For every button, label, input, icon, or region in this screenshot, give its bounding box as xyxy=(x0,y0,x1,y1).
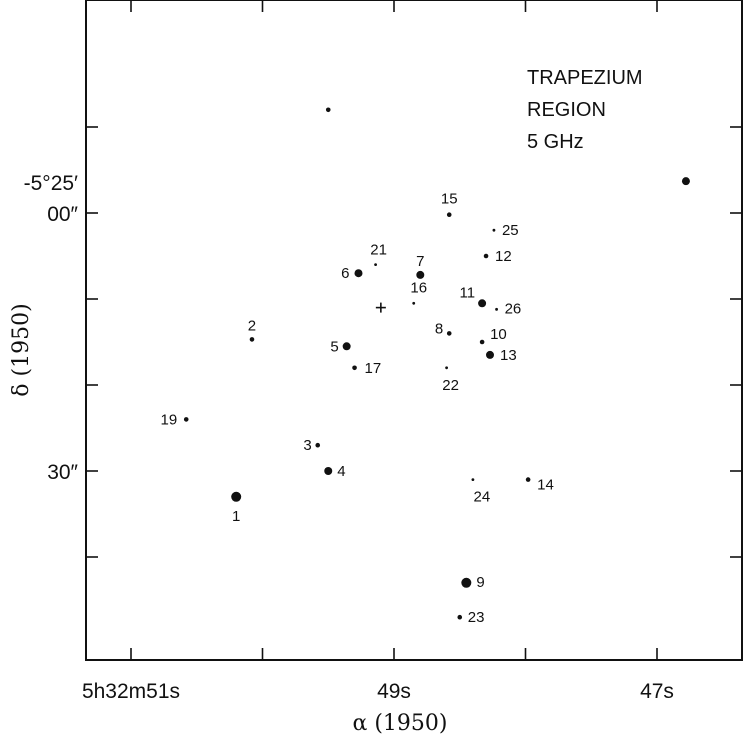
source-23-label: 23 xyxy=(468,609,485,626)
annotation-line-2: REGION xyxy=(527,99,606,121)
source-3-dot xyxy=(315,442,321,448)
source-17-dot xyxy=(352,365,357,371)
source-5-dot xyxy=(342,342,351,351)
source-13-dot xyxy=(485,350,494,359)
source-dot-unlabeled xyxy=(681,177,690,186)
annotation-line-3: 5 GHz xyxy=(527,131,584,153)
source-25-label: 25 xyxy=(502,222,519,239)
source-10-label: 10 xyxy=(490,326,507,343)
source-19-label: 19 xyxy=(161,411,178,428)
axis-ticks xyxy=(86,0,742,660)
source-26-label: 26 xyxy=(505,300,522,317)
source-3-label: 3 xyxy=(303,437,311,454)
source-1-label: 1 xyxy=(232,508,240,525)
source-22-label: 22 xyxy=(442,377,459,394)
source-dot-unlabeled xyxy=(325,107,331,113)
source-1-dot xyxy=(231,491,242,502)
source-24-label: 24 xyxy=(474,489,491,506)
source-12-dot xyxy=(483,253,489,259)
source-14-label: 14 xyxy=(537,477,554,494)
plot-frame xyxy=(85,0,743,661)
y-tick-label: 30″ xyxy=(47,461,78,484)
source-10-dot xyxy=(479,339,485,345)
y-axis-title: δ (1950) xyxy=(9,303,34,396)
source-6-label: 6 xyxy=(341,265,349,282)
y-tick-label: 00″ xyxy=(47,203,78,226)
source-7-dot xyxy=(416,270,425,279)
source-8-label: 8 xyxy=(435,320,443,337)
x-tick-label: 49s xyxy=(377,680,411,703)
x-axis-title: α (1950) xyxy=(352,711,447,736)
annotation-line-1: TRAPEZIUM xyxy=(527,67,643,89)
source-14-dot xyxy=(525,477,531,482)
cross-marker xyxy=(375,302,386,313)
annotation-block: TRAPEZIUM REGION 5 GHz xyxy=(527,67,643,153)
source-23-dot xyxy=(457,614,463,620)
source-24-dot xyxy=(471,478,475,481)
source-17-label: 17 xyxy=(365,360,382,377)
radio-sources xyxy=(183,107,690,620)
source-16-dot xyxy=(412,301,416,305)
source-22-dot xyxy=(445,366,448,370)
source-16-label: 16 xyxy=(410,279,427,296)
source-7-label: 7 xyxy=(416,253,424,270)
source-2-dot xyxy=(249,337,255,342)
source-13-label: 13 xyxy=(500,347,517,364)
axis-tick-labels: 5h32m51s 49s 47s -5°25′ 00″ 30″ xyxy=(24,172,674,703)
source-26-dot xyxy=(495,307,498,311)
source-25-dot xyxy=(492,228,496,232)
source-9-label: 9 xyxy=(476,574,484,591)
source-15-dot xyxy=(446,212,452,218)
source-4-label: 4 xyxy=(337,463,345,480)
source-21-dot xyxy=(374,263,377,266)
source-11-label: 11 xyxy=(460,284,476,301)
source-11-dot xyxy=(478,299,487,308)
source-8-dot xyxy=(446,331,452,336)
source-19-dot xyxy=(183,417,189,422)
y-tick-label: -5°25′ xyxy=(24,172,78,195)
source-4-dot xyxy=(324,467,333,475)
x-tick-label: 5h32m51s xyxy=(82,680,180,703)
source-6-dot xyxy=(354,269,363,278)
x-tick-label: 47s xyxy=(640,680,674,703)
source-15-label: 15 xyxy=(441,191,458,208)
source-12-label: 12 xyxy=(495,248,512,265)
source-5-label: 5 xyxy=(330,338,338,355)
source-2-label: 2 xyxy=(248,317,256,334)
source-21-label: 21 xyxy=(370,242,387,259)
source-9-dot xyxy=(461,577,472,588)
